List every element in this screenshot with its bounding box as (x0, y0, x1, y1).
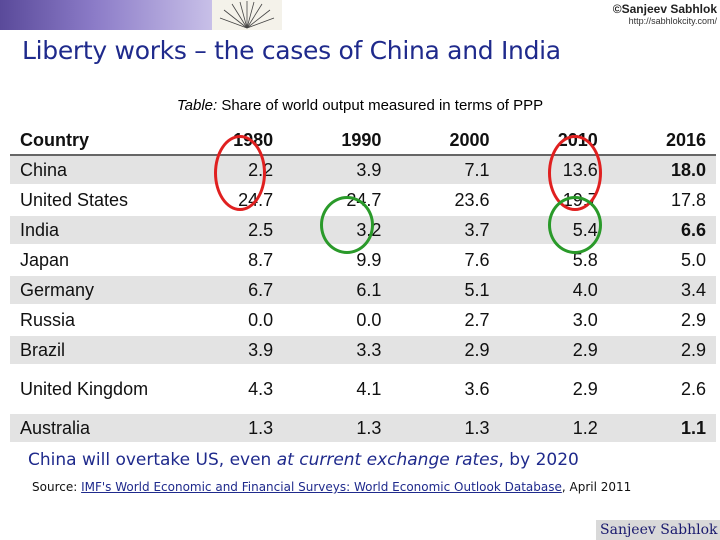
value-cell: 5.0 (680, 250, 706, 270)
country-cell: China (10, 155, 175, 185)
value-cell: 5.1 (391, 275, 500, 305)
value-cell: 3.9 (175, 335, 284, 365)
header-1990: 1990 (283, 126, 392, 156)
value-cell: 3.6 (464, 379, 490, 399)
table-row: Australia 1.3 1.3 1.3 1.2 1.1 (10, 413, 716, 442)
value-cell: 1.2 (499, 413, 608, 442)
table-row: China 2.2 3.9 7.1 13.6 18.0 (10, 155, 716, 185)
china-1980-highlight-circle (214, 135, 266, 211)
value-cell: 7.6 (464, 250, 490, 270)
value-cell: 2.7 (464, 310, 490, 330)
value-cell: 4.0 (499, 275, 608, 305)
caption-prefix: Table: (176, 97, 218, 114)
caption-text: Share of world output measured in terms … (217, 97, 544, 114)
value-cell: 2.5 (175, 215, 284, 245)
header-banner: ©Sanjeev Sabhlok http://sabhlokcity.com/ (0, 0, 720, 30)
value-cell: 2.9 (391, 335, 500, 365)
data-table-container: Country 1980 1990 2000 2010 2016 China 2… (10, 126, 716, 442)
table-row: United Kingdom 4.3 4.1 3.6 2.9 2.6 (10, 365, 716, 413)
country-cell: Germany (10, 275, 175, 305)
source-note: Source: IMF's World Economic and Financi… (32, 480, 632, 495)
value-cell: 2.9 (607, 335, 716, 365)
value-cell: 4.3 (248, 379, 274, 399)
conclusion-part1: China will overtake US, even (28, 450, 277, 470)
value-cell: 3.0 (572, 310, 598, 330)
value-cell: 2.9 (572, 379, 598, 399)
value-cell: 3.3 (283, 335, 392, 365)
value-cell: 2.9 (680, 310, 706, 330)
value-cell: 6.7 (175, 275, 284, 305)
source-suffix: , April 2011 (561, 480, 632, 494)
india-1990-highlight-circle (320, 196, 374, 254)
value-cell: 2.6 (680, 379, 706, 399)
header-2000: 2000 (391, 126, 500, 156)
country-cell: Russia (20, 310, 76, 330)
value-cell: 1.1 (607, 413, 716, 442)
ppp-share-table: Country 1980 1990 2000 2010 2016 China 2… (10, 126, 716, 442)
value-cell: 1.3 (283, 413, 392, 442)
country-cell: United States (20, 190, 129, 210)
header-2016: 2016 (607, 126, 716, 156)
value-cell: 18.0 (607, 155, 716, 185)
value-cell: 6.1 (283, 275, 392, 305)
header-country: Country (10, 126, 175, 156)
table-row: Brazil 3.9 3.3 2.9 2.9 2.9 (10, 335, 716, 365)
country-cell: Brazil (10, 335, 175, 365)
value-cell: 9.9 (356, 250, 382, 270)
conclusion-part2: , by 2020 (498, 450, 579, 470)
country-cell: Japan (20, 250, 70, 270)
country-cell: Australia (10, 413, 175, 442)
brand-block: ©Sanjeev Sabhlok http://sabhlokcity.com/ (605, 2, 717, 27)
table-row: Russia 0.0 0.0 2.7 3.0 2.9 (10, 305, 716, 335)
value-cell: 6.6 (607, 215, 716, 245)
value-cell: 4.1 (356, 379, 382, 399)
value-cell: 5.8 (572, 250, 598, 270)
country-cell: India (10, 215, 175, 245)
slide-title: Liberty works – the cases of China and I… (22, 36, 561, 65)
value-cell: 1.3 (175, 413, 284, 442)
india-2010-highlight-circle (548, 196, 602, 254)
value-cell: 0.0 (356, 310, 382, 330)
value-cell: 17.8 (670, 190, 706, 210)
value-cell: 3.9 (283, 155, 392, 185)
table-row: Japan 8.7 9.9 7.6 5.8 5.0 (10, 245, 716, 275)
banner-sketch-image (212, 0, 282, 30)
brand-name: ©Sanjeev Sabhlok (612, 2, 717, 16)
table-caption: Table: Share of world output measured in… (0, 97, 720, 114)
conclusion-text: China will overtake US, even at current … (28, 450, 579, 470)
conclusion-emphasis: at current exchange rates (276, 450, 499, 470)
country-cell: United Kingdom (20, 379, 149, 399)
table-header-row: Country 1980 1990 2000 2010 2016 (10, 126, 716, 156)
value-cell: 0.0 (248, 310, 274, 330)
value-cell: 8.7 (248, 250, 274, 270)
banner-graphic (0, 0, 212, 30)
value-cell: 3.7 (391, 215, 500, 245)
source-label: Source: (32, 480, 82, 494)
source-link[interactable]: IMF's World Economic and Financial Surve… (81, 480, 562, 494)
value-cell: 1.3 (391, 413, 500, 442)
value-cell: 2.9 (499, 335, 608, 365)
brand-url[interactable]: http://sabhlokcity.com/ (628, 16, 717, 26)
value-cell: 23.6 (454, 190, 490, 210)
value-cell: 3.4 (607, 275, 716, 305)
table-row: Germany 6.7 6.1 5.1 4.0 3.4 (10, 275, 716, 305)
value-cell: 7.1 (391, 155, 500, 185)
author-logo: Sanjeev Sabhlok (596, 520, 720, 540)
logo-text: Sanjeev Sabhlok (600, 522, 718, 538)
